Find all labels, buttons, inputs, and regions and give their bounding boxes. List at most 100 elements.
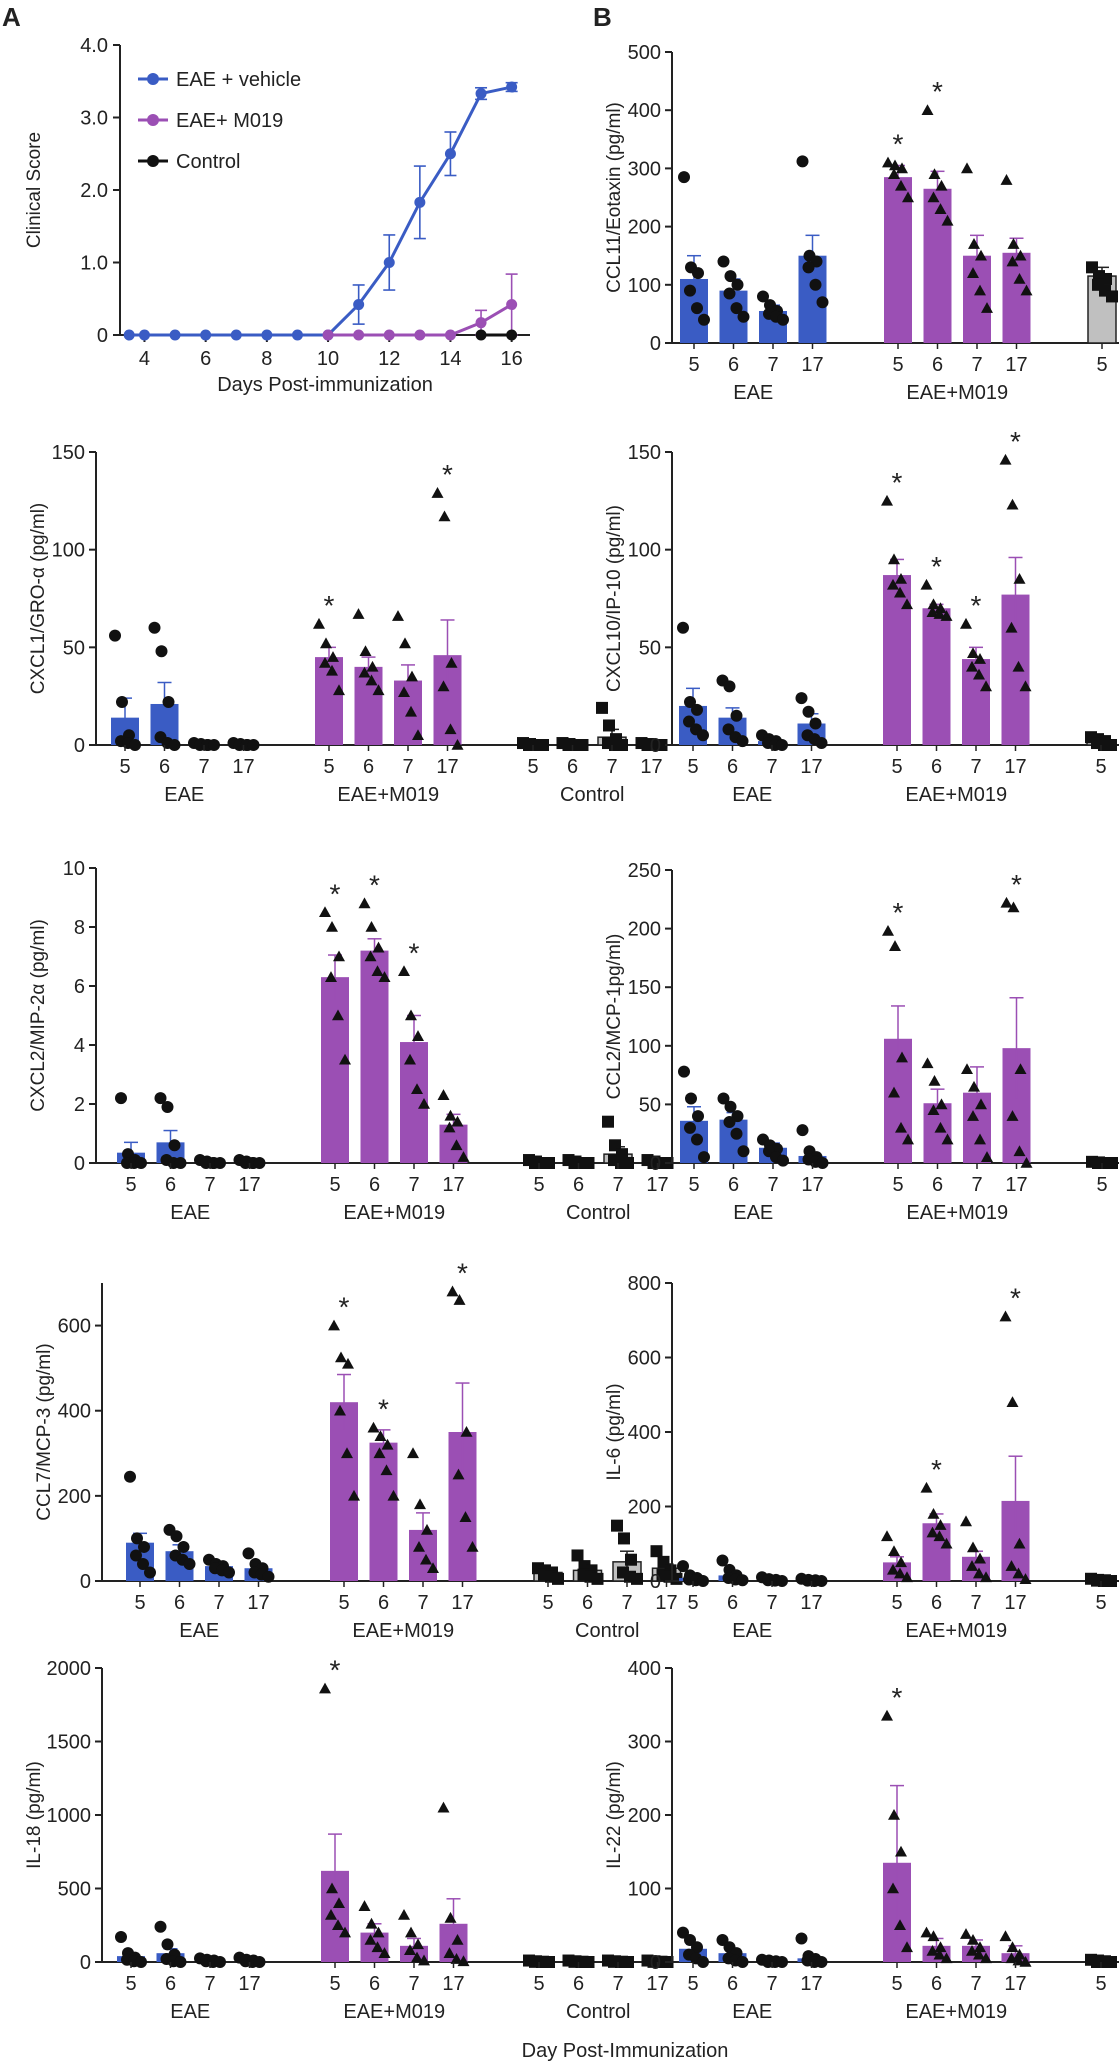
- data-point: [881, 1530, 893, 1542]
- data-point: [437, 1801, 450, 1813]
- legend-label: EAE + vehicle: [176, 69, 301, 91]
- data-point: [124, 1470, 136, 1483]
- data-point: [1007, 901, 1020, 913]
- y-tick-label: 50: [639, 637, 661, 659]
- data-point: [622, 1157, 634, 1169]
- data-point: [776, 1956, 788, 1968]
- data-point: [730, 1127, 743, 1140]
- data-point: [319, 1682, 331, 1694]
- data-point: [418, 1954, 430, 1966]
- data-point: [809, 717, 822, 730]
- data-point: [412, 729, 424, 741]
- data-point: [960, 1515, 972, 1527]
- bar: [1002, 252, 1031, 343]
- x-tick-label: 17: [801, 1174, 823, 1196]
- x-tick-label: 6: [931, 756, 942, 778]
- data-point: [1105, 739, 1117, 751]
- data-point: [320, 637, 332, 649]
- data-point: [816, 1157, 829, 1169]
- data-point: [1013, 1537, 1026, 1549]
- group-label: EAE: [170, 2001, 210, 2023]
- data-point: [291, 329, 303, 341]
- y-tick-label: 10: [63, 858, 85, 880]
- data-point: [339, 1053, 351, 1065]
- x-tick-label: 6: [165, 1973, 176, 1995]
- significance-marker: *: [893, 129, 904, 160]
- data-point: [685, 1092, 697, 1105]
- x-tick-label: 5: [533, 1973, 544, 1995]
- chart-il22: 0 100 200 300 400 IL-22 (pg/ml) 5 6 7 17 EAE 5 * 6 7 17…: [604, 1658, 1119, 2023]
- group-eae-m019: 5 * 6 7 17 * EAE+M019: [882, 869, 1033, 1224]
- data-point: [974, 1941, 986, 1953]
- data-point: [1106, 290, 1118, 303]
- x-tick-label: 5: [134, 1592, 145, 1614]
- x-tick-label: 5: [338, 1592, 349, 1614]
- data-point: [123, 329, 135, 341]
- data-point: [975, 1098, 987, 1110]
- data-point: [405, 705, 417, 717]
- y-tick-label: 100: [628, 540, 661, 562]
- data-point: [902, 191, 914, 203]
- data-point: [940, 610, 953, 621]
- data-point: [1005, 1952, 1018, 1964]
- data-point: [974, 653, 986, 664]
- x-tick-label: 6: [165, 1174, 176, 1196]
- chart-cxcl10: 0 50 100 150 CXCL10/IP-10 (pg/ml) 5 6 7 17 EAE 5 * 6…: [604, 426, 1119, 806]
- x-tick-label: 5: [329, 1973, 340, 1995]
- data-point: [214, 1157, 226, 1169]
- x-tick-label: 7: [417, 1592, 428, 1614]
- data-point: [313, 617, 325, 629]
- data-point: [625, 1553, 637, 1566]
- data-point: [795, 692, 808, 705]
- x-tick-label: 17: [232, 756, 254, 778]
- data-point: [177, 1540, 190, 1553]
- y-tick-label: 100: [52, 540, 85, 562]
- data-point: [404, 1053, 416, 1065]
- x-tick-label: 6: [573, 1973, 584, 1995]
- group-label: EAE+M019: [352, 1620, 454, 1642]
- group-eae-m019: 5 * 6 * 7 17 EAE+M019: [882, 76, 1033, 404]
- data-point: [358, 1900, 371, 1911]
- chart-il6: 0 200 400 600 800 IL-6 (pg/ml) 5 6 7 17 EAE 5 6 * 7 17 *…: [604, 1273, 1119, 1642]
- data-point: [896, 1051, 908, 1063]
- data-point: [692, 267, 704, 280]
- data-point: [325, 1908, 337, 1920]
- data-point: [1014, 1063, 1027, 1075]
- data-point: [967, 1541, 979, 1553]
- data-point: [777, 1154, 789, 1167]
- figure-footer-title: Day Post-Immunization: [522, 2040, 729, 2062]
- x-tick-label: 17: [1005, 354, 1027, 376]
- data-point: [327, 651, 339, 662]
- y-axis-label: CCL2/MCP-1pg/ml): [604, 934, 625, 1100]
- data-point: [736, 1956, 749, 1968]
- data-point: [506, 329, 518, 341]
- data-point: [895, 1556, 907, 1568]
- x-tick-label: 17: [451, 1592, 473, 1614]
- series-eae-vehicle: EAE + vehicle: [123, 69, 518, 341]
- data-point: [148, 621, 161, 634]
- data-point: [155, 645, 168, 658]
- data-point: [1105, 1956, 1117, 1968]
- data-point: [359, 645, 372, 657]
- y-tick-label: 0: [650, 333, 661, 355]
- x-tick-label: 16: [501, 348, 523, 370]
- data-point: [1005, 621, 1018, 633]
- significance-marker: *: [1010, 1283, 1021, 1314]
- y-tick-label: 200: [628, 1805, 661, 1827]
- group-eae: 5 6 7 17 EAE: [115, 1920, 266, 2023]
- y-tick-label: 600: [58, 1316, 91, 1338]
- x-tick-label: 17: [646, 1973, 668, 1995]
- data-point: [443, 1121, 456, 1133]
- data-point: [881, 494, 893, 506]
- data-point: [691, 703, 703, 716]
- y-tick-label: 2: [74, 1094, 85, 1116]
- y-tick-label: 100: [628, 1036, 661, 1058]
- significance-marker: *: [971, 590, 982, 621]
- data-point: [927, 191, 940, 203]
- data-point: [815, 737, 828, 750]
- y-tick-label: 400: [628, 1658, 661, 1680]
- y-tick-label: 100: [628, 275, 661, 297]
- data-point: [405, 1009, 417, 1021]
- data-point: [552, 1572, 564, 1585]
